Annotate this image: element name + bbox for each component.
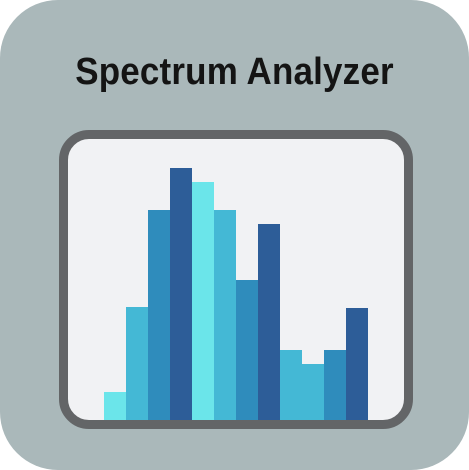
spectrum-bar xyxy=(236,280,258,420)
spectrum-bar xyxy=(302,364,324,420)
spectrum-chart xyxy=(104,168,368,420)
spectrum-bar xyxy=(170,168,192,420)
app-title: Spectrum Analyzer xyxy=(75,51,394,93)
spectrum-display xyxy=(59,130,413,429)
spectrum-bar xyxy=(258,224,280,420)
spectrum-bar xyxy=(346,308,368,420)
spectrum-bar xyxy=(126,307,148,420)
spectrum-bar xyxy=(324,350,346,420)
spectrum-bars xyxy=(104,168,368,420)
spectrum-bar xyxy=(214,210,236,420)
spectrum-bar xyxy=(104,392,126,420)
spectrum-bar xyxy=(280,350,302,420)
spectrum-bar xyxy=(192,182,214,420)
spectrum-bar xyxy=(148,210,170,420)
